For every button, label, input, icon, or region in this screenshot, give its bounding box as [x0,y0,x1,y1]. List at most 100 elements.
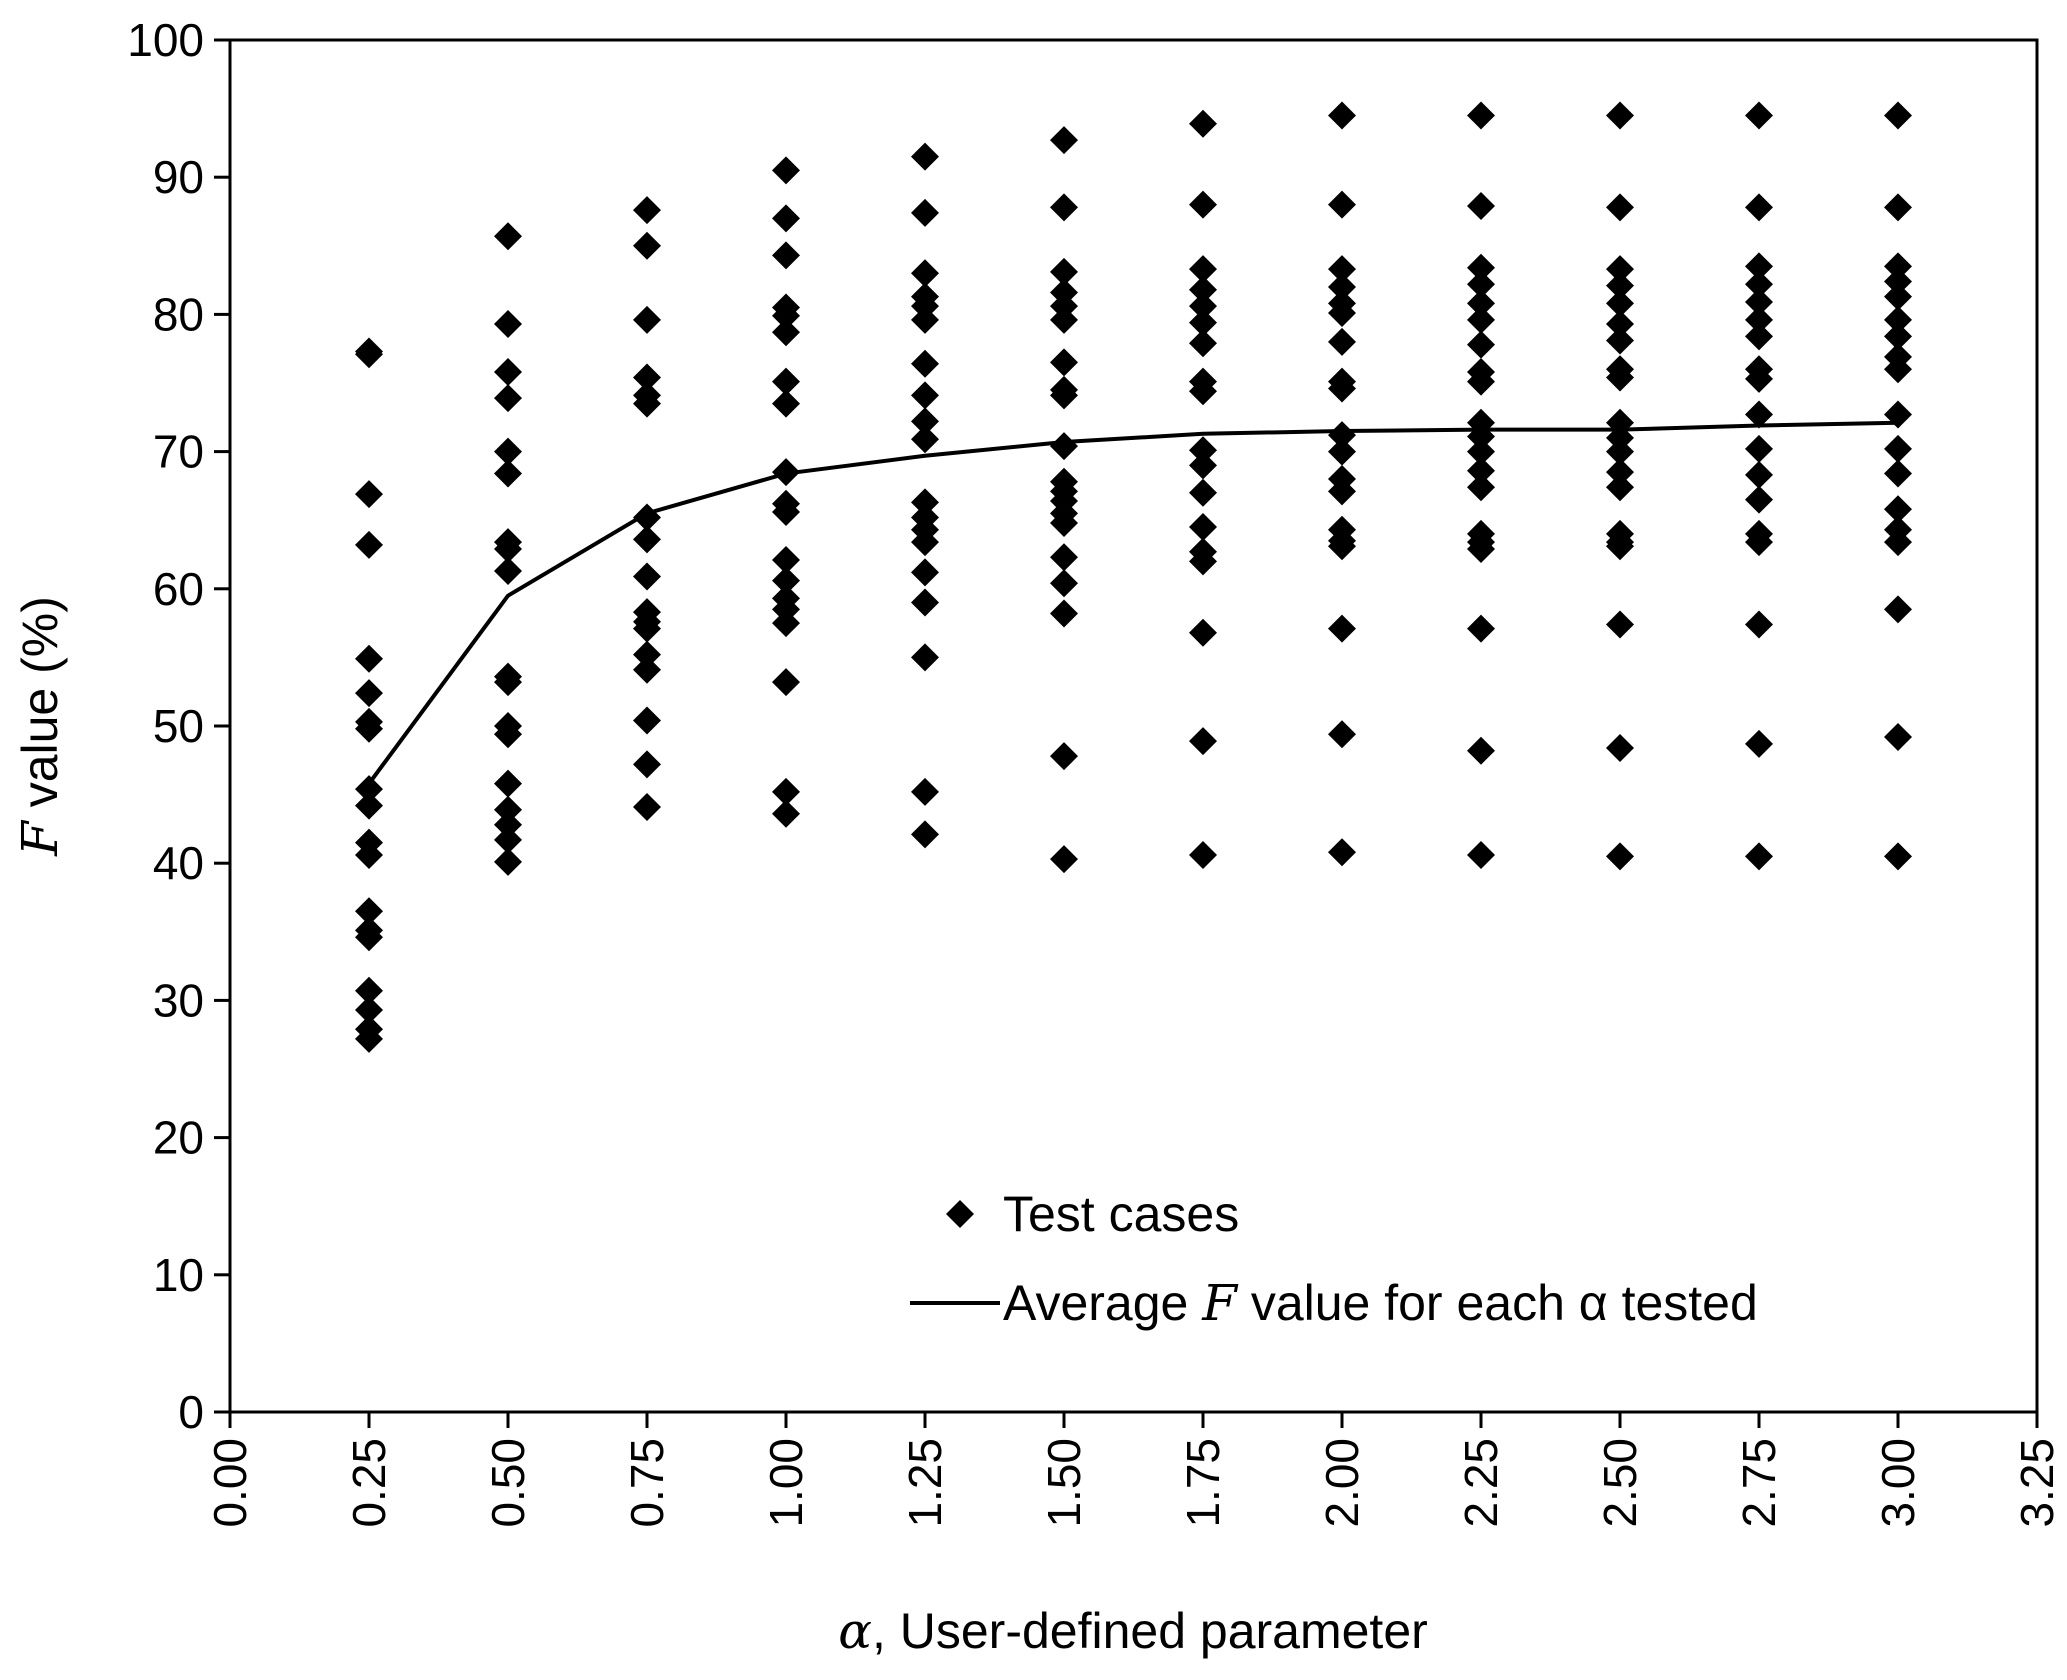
test-case-point [1467,535,1495,564]
test-case-point [633,525,661,554]
test-case-point [1467,289,1495,318]
test-case-point [1189,377,1217,406]
legend-label-average: Average F value for each α tested [1003,1274,1758,1332]
test-case-point [355,714,383,743]
legend: Test cases Average F value for each α te… [910,1186,1758,1332]
test-case-point [1745,485,1773,514]
test-case-point [1050,742,1078,771]
test-case-point [355,996,383,1025]
test-case-point [1328,532,1356,561]
x-tick-label: 0.50 [482,1438,534,1528]
scatter-points [355,101,1912,1053]
test-case-point [911,777,939,806]
test-case-point [911,643,939,672]
test-case-point [1467,367,1495,396]
test-case-point [911,349,939,378]
test-case-point [1189,109,1217,138]
test-case-point [1745,434,1773,463]
legend-label-average-symbol: F [1201,1274,1239,1332]
y-axis-title-symbol: F [11,819,69,857]
test-case-point [911,198,939,227]
x-axis-title-symbol: α [838,1602,872,1660]
test-case-point [355,644,383,673]
test-case-point [1189,618,1217,647]
test-case-point [1606,842,1634,871]
test-case-point [1606,289,1634,318]
test-case-point [355,1024,383,1053]
test-case-point [633,792,661,821]
x-tick-label: 0.25 [343,1438,395,1528]
y-tick-label: 30 [153,974,204,1026]
test-case-point [1328,437,1356,466]
x-tick-label: 1.50 [1038,1438,1090,1528]
test-case-point [1606,733,1634,762]
test-case-point [772,799,800,828]
test-case-point [494,310,522,339]
test-case-point [772,497,800,526]
test-case-point [1328,477,1356,506]
test-case-point [1328,720,1356,749]
test-case-point [494,556,522,585]
legend-label-average-after: value for each α tested [1237,1275,1758,1331]
test-case-point [772,566,800,595]
test-case-point [1189,451,1217,480]
test-case-point [1745,729,1773,758]
y-axis-ticks: 0 10 20 30 40 50 60 70 80 90 100 [127,14,230,1438]
test-case-point [1606,610,1634,639]
test-case-point [1884,495,1912,524]
test-case-point [1189,255,1217,284]
y-tick-label: 0 [178,1386,204,1438]
y-tick-label: 90 [153,151,204,203]
test-case-point [1884,459,1912,488]
y-tick-label: 60 [153,563,204,615]
test-case-point [1050,845,1078,874]
test-case-point [494,535,522,564]
test-case-point [1328,255,1356,284]
test-case-point [1745,364,1773,393]
test-case-point [1467,456,1495,485]
test-case-point [1189,275,1217,304]
x-tick-label: 2.50 [1594,1438,1646,1528]
x-tick-label: 1.75 [1177,1438,1229,1528]
test-case-point [1745,842,1773,871]
test-case-point [1189,478,1217,507]
test-case-point [355,923,383,952]
test-case-point [1328,101,1356,130]
test-case-point [633,614,661,643]
test-case-point [494,810,522,839]
x-tick-label: 1.25 [899,1438,951,1528]
test-case-point [1050,432,1078,461]
test-case-point [494,720,522,749]
test-case-point [1884,434,1912,463]
test-case-point [633,363,661,392]
test-case-point [1050,569,1078,598]
test-case-point [1050,126,1078,155]
test-case-point [1745,193,1773,222]
test-case-point [1606,101,1634,130]
test-case-point [772,204,800,233]
plot-area [228,38,2039,1414]
test-case-point [1606,271,1634,300]
y-tick-label: 100 [127,14,204,66]
test-case-point [911,588,939,617]
test-case-point [1884,722,1912,751]
test-case-point [494,358,522,387]
test-case-point [494,825,522,854]
test-case-point [494,795,522,824]
test-case-point [1884,267,1912,296]
test-case-point [1189,547,1217,576]
y-axis-title-text: value (%) [12,596,68,821]
test-case-point [1606,437,1634,466]
test-case-point [1884,595,1912,624]
test-case-point [1328,374,1356,403]
test-case-point [355,340,383,369]
test-case-point [1745,270,1773,299]
test-case-point [1884,355,1912,384]
test-case-point [1884,252,1912,281]
test-case-point [1328,272,1356,301]
test-case-point [911,305,939,334]
test-case-point [772,241,800,270]
test-case-point [1745,101,1773,130]
test-case-point [1328,838,1356,867]
y-tick-label: 10 [153,1249,204,1301]
